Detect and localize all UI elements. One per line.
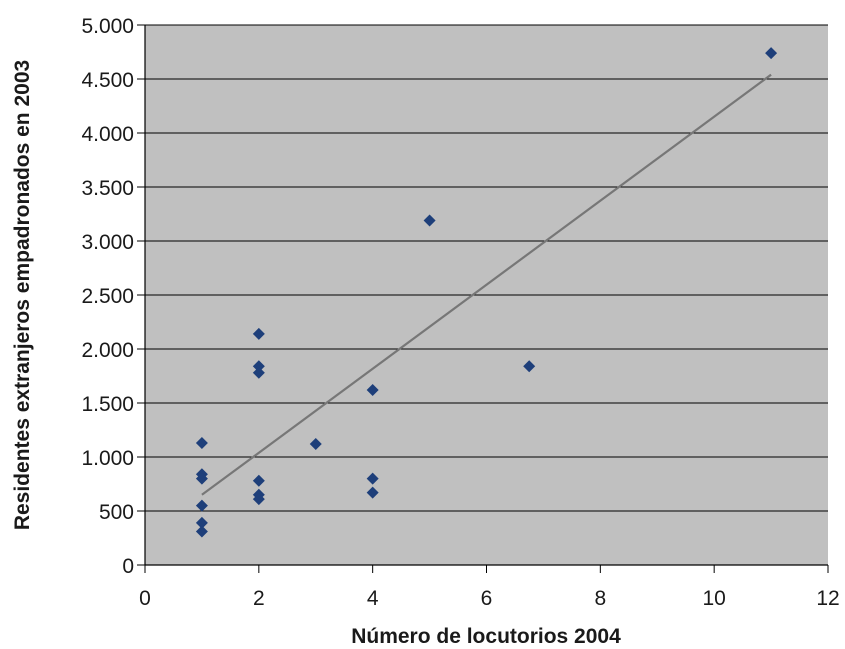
data-point (252, 366, 265, 379)
y-tick-label: 0 (122, 555, 134, 578)
y-tick-label: 2.500 (81, 285, 134, 308)
data-point (423, 214, 436, 227)
x-tick-label: 2 (253, 587, 265, 610)
y-tick-labels: 0 500 1.000 1.500 2.000 2.500 3.000 3.500 4.000 4… (81, 15, 134, 578)
trendline (201, 73, 772, 496)
data-point (309, 438, 322, 451)
y-tick-label: 4.000 (81, 123, 134, 146)
data-point (252, 327, 265, 340)
x-tick-labels: 0 2 4 6 8 10 12 (139, 587, 840, 610)
y-tick-label: 1.500 (81, 393, 134, 416)
y-tick-label: 500 (99, 501, 134, 524)
x-tick-label: 6 (481, 587, 493, 610)
data-point (195, 472, 208, 485)
x-tick-label: 10 (702, 587, 725, 610)
y-tick-label: 4.500 (81, 69, 134, 92)
data-point (523, 360, 536, 373)
data-point (252, 493, 265, 506)
data-points (195, 47, 778, 538)
y-axis-title: Residentes extranjeros empadronados en 2… (11, 60, 34, 530)
x-tick-label: 0 (139, 587, 151, 610)
x-tick-label: 8 (594, 587, 606, 610)
trendline-layer (201, 73, 772, 496)
y-tick-label: 2.000 (81, 339, 134, 362)
data-point (195, 525, 208, 538)
data-point (366, 472, 379, 485)
x-axis-title: Número de locutorios 2004 (351, 625, 621, 648)
gridlines (145, 24, 828, 512)
data-point (765, 47, 778, 60)
y-tick-label: 5.000 (81, 15, 134, 38)
data-point (366, 486, 379, 499)
x-tick-label: 4 (367, 587, 379, 610)
data-point (252, 360, 265, 373)
data-point (195, 516, 208, 529)
data-point (366, 384, 379, 397)
y-tick-label: 3.500 (81, 177, 134, 200)
data-point (195, 436, 208, 449)
y-tick-label: 1.000 (81, 447, 134, 470)
data-point (195, 499, 208, 512)
data-point (252, 474, 265, 487)
x-tick-label: 12 (816, 587, 839, 610)
axes (137, 24, 829, 573)
y-tick-label: 3.000 (81, 231, 134, 254)
